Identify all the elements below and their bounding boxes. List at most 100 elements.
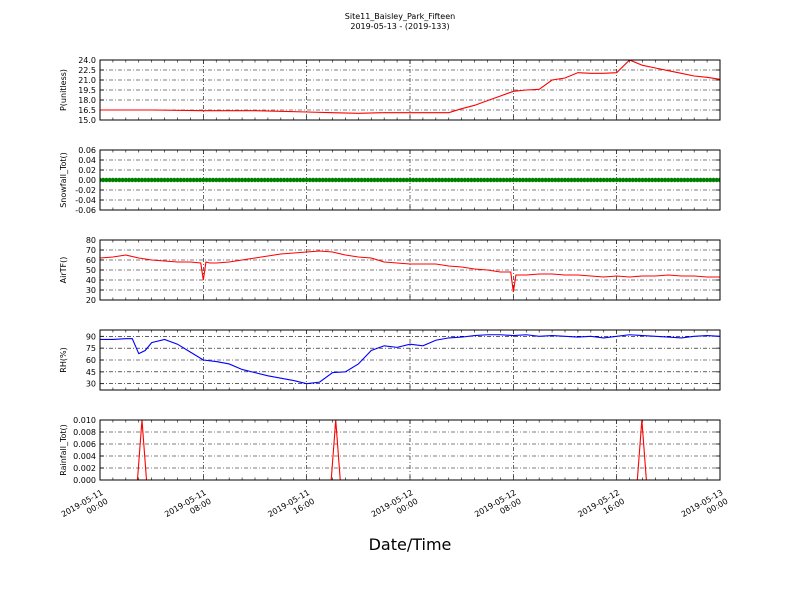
data-point [420, 177, 426, 183]
data-point [630, 177, 636, 183]
data-point [233, 177, 238, 183]
data-point [394, 177, 400, 183]
data-point [543, 177, 548, 183]
data-point [223, 177, 229, 183]
y-tick-label: 22.5 [78, 66, 96, 75]
data-point [159, 177, 164, 183]
data-point [210, 177, 216, 183]
series-1 [100, 60, 720, 114]
data-point [107, 177, 112, 183]
data-point [637, 177, 642, 183]
data-point [578, 177, 584, 183]
data-point [298, 177, 303, 183]
data-point [449, 177, 455, 183]
data-point [130, 177, 135, 183]
data-point [262, 177, 267, 183]
y-tick-label: 15.0 [78, 116, 96, 125]
data-point [582, 177, 587, 183]
y-axis-label: P(unitless) [59, 69, 68, 111]
chart-title: Site11_Baisley_Park_Fifteen [345, 12, 455, 21]
data-point [207, 177, 212, 183]
data-point [427, 177, 432, 183]
data-point [268, 177, 274, 183]
data-point [226, 177, 232, 183]
panel-frame [99, 329, 721, 391]
data-point [136, 177, 141, 183]
data-point [682, 177, 687, 183]
y-axis-label: Snowfall_Tot() [59, 152, 68, 208]
data-point [559, 177, 564, 183]
data-point [288, 177, 293, 183]
data-point [336, 177, 342, 183]
data-point [533, 177, 539, 183]
series-line [100, 420, 720, 480]
data-point [475, 177, 481, 183]
data-point [482, 177, 487, 183]
data-point [614, 177, 619, 183]
data-point [404, 177, 409, 183]
data-point [633, 177, 639, 183]
data-point [717, 177, 720, 183]
data-point [504, 177, 510, 183]
data-point [465, 177, 471, 183]
y-tick-label: 0.008 [73, 428, 96, 437]
y-tick-label: 19.5 [78, 86, 96, 95]
data-point [327, 177, 332, 183]
data-point [381, 177, 387, 183]
data-point [197, 177, 203, 183]
data-point [627, 177, 632, 183]
panel-4: 30 45 60 75 90 RH(%) [59, 329, 721, 391]
data-point [372, 177, 377, 183]
data-point [485, 177, 490, 183]
data-point [695, 177, 700, 183]
data-point [459, 177, 464, 183]
data-point [566, 177, 571, 183]
panel-2: -0.06-0.04-0.020.000.020.040.06 Snowfall_… [59, 146, 721, 215]
chart-panels: 15.016.518.019.521.022.524.0 P(unitless) -… [59, 56, 721, 485]
data-point [591, 177, 597, 183]
data-point [453, 177, 458, 183]
data-point [698, 177, 703, 183]
data-point [181, 177, 187, 183]
data-point [646, 177, 652, 183]
data-point [214, 177, 219, 183]
data-point [507, 177, 513, 183]
y-axis-label: Rainfall_Tot() [59, 424, 68, 476]
data-point [659, 177, 665, 183]
data-point [201, 177, 206, 183]
series-line [100, 250, 720, 293]
data-point [549, 177, 555, 183]
data-point [556, 177, 561, 183]
y-tick-label: 0.000 [73, 476, 96, 485]
y-tick-label: 0.004 [73, 452, 96, 461]
y-tick-label: 18.0 [78, 96, 96, 105]
data-point [585, 177, 590, 183]
y-tick-label: -0.06 [75, 206, 96, 215]
data-point [472, 177, 477, 183]
data-point [365, 177, 371, 183]
panel-frame [99, 149, 721, 211]
data-point [391, 177, 397, 183]
data-point [265, 177, 271, 183]
series-4 [100, 334, 720, 385]
data-point [546, 177, 552, 183]
y-tick-label: 21.0 [78, 76, 96, 85]
data-point [243, 177, 248, 183]
panel-frame [99, 239, 721, 301]
data-point [343, 177, 348, 183]
data-point [691, 177, 697, 183]
y-tick-label: 16.5 [78, 106, 96, 115]
data-point [356, 177, 361, 183]
data-point [304, 177, 309, 183]
data-point [569, 177, 574, 183]
data-point [259, 177, 264, 183]
data-point [714, 177, 719, 183]
data-point [407, 177, 413, 183]
data-point [194, 177, 200, 183]
data-point [104, 177, 109, 183]
data-point [588, 177, 594, 183]
